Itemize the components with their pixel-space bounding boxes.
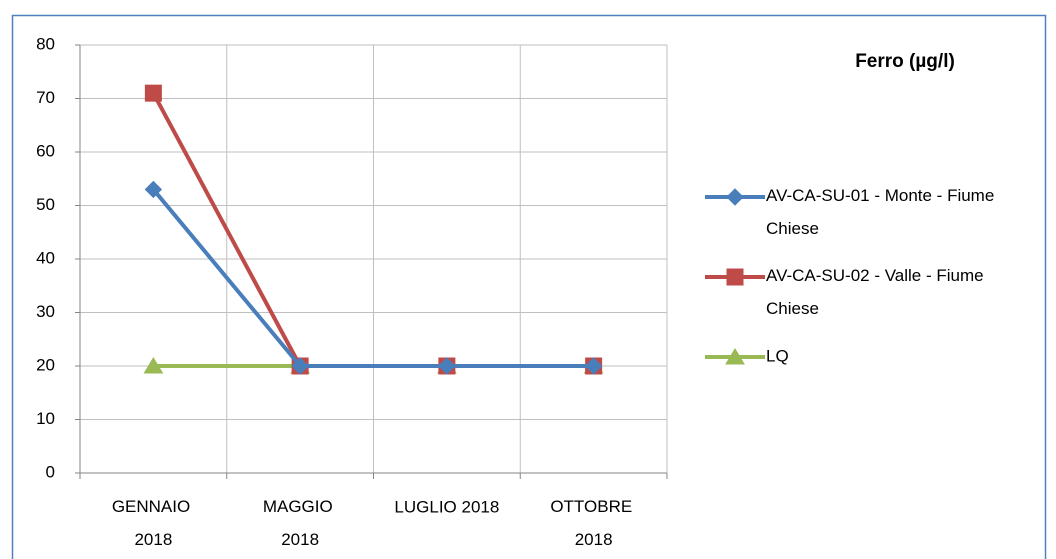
x-tick-label: GENNAIO 2018 <box>112 497 195 549</box>
legend-label: AV-CA-SU-02 - Valle - Fiume Chiese <box>766 266 988 318</box>
y-tick-label: 70 <box>36 88 55 107</box>
x-tick-label: MAGGIO 2018 <box>263 497 338 549</box>
y-tick-label: 50 <box>36 195 55 214</box>
legend-marker <box>726 188 744 206</box>
y-tick-label: 80 <box>36 34 55 53</box>
x-tick-label: LUGLIO 2018 <box>394 497 499 516</box>
series-line <box>151 188 594 368</box>
legend-marker <box>726 268 744 286</box>
data-point <box>144 180 163 199</box>
y-tick-label: 20 <box>36 355 55 374</box>
legend-label: AV-CA-SU-01 - Monte - Fiume Chiese <box>766 186 999 238</box>
data-point <box>143 357 164 374</box>
legend-label: LQ <box>766 346 789 365</box>
data-point <box>144 84 162 102</box>
y-tick-label: 10 <box>36 409 55 428</box>
y-tick-label: 40 <box>36 248 55 267</box>
data-point <box>291 357 309 375</box>
data-point <box>584 357 603 375</box>
y-tick-label: 30 <box>36 302 55 321</box>
data-point <box>438 357 456 375</box>
x-tick-label: OTTOBRE 2018 <box>550 497 637 549</box>
y-tick-label: 60 <box>36 141 55 160</box>
legend-marker <box>725 348 745 365</box>
y-tick-label: 0 <box>46 462 55 481</box>
chart-title: Ferro (µg/l) <box>855 51 955 72</box>
chart-frame <box>11 14 1047 559</box>
